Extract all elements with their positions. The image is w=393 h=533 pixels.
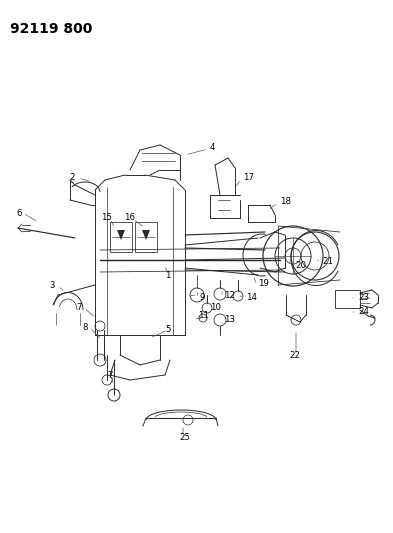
Text: 21: 21 xyxy=(322,257,333,266)
Text: 20: 20 xyxy=(295,262,306,271)
Polygon shape xyxy=(142,230,150,240)
Text: 22: 22 xyxy=(290,351,301,359)
Bar xyxy=(135,222,157,252)
Text: 6: 6 xyxy=(17,208,22,217)
Text: 17: 17 xyxy=(243,174,254,182)
Text: 13: 13 xyxy=(224,316,235,325)
Bar xyxy=(335,290,360,308)
Text: 2: 2 xyxy=(70,174,75,182)
Text: 16: 16 xyxy=(125,214,136,222)
Polygon shape xyxy=(117,230,125,240)
Text: 4: 4 xyxy=(210,143,215,152)
Text: 5: 5 xyxy=(165,326,171,335)
Text: 92119 800: 92119 800 xyxy=(10,22,92,36)
Text: 24: 24 xyxy=(358,308,369,317)
Text: 7: 7 xyxy=(77,303,82,312)
Text: 3: 3 xyxy=(50,281,55,290)
Text: 1: 1 xyxy=(165,271,171,279)
Text: 7: 7 xyxy=(107,370,113,379)
Text: 12: 12 xyxy=(224,292,235,301)
Text: 25: 25 xyxy=(180,433,191,442)
Text: 15: 15 xyxy=(101,214,112,222)
Text: 10: 10 xyxy=(210,303,221,312)
Text: 9: 9 xyxy=(200,294,206,303)
Bar xyxy=(110,222,132,252)
Text: 8: 8 xyxy=(83,324,88,333)
Text: 11: 11 xyxy=(198,311,209,320)
Text: 18: 18 xyxy=(280,198,291,206)
Text: 19: 19 xyxy=(258,279,269,288)
Text: 14: 14 xyxy=(246,294,257,303)
Text: 23: 23 xyxy=(358,294,369,303)
